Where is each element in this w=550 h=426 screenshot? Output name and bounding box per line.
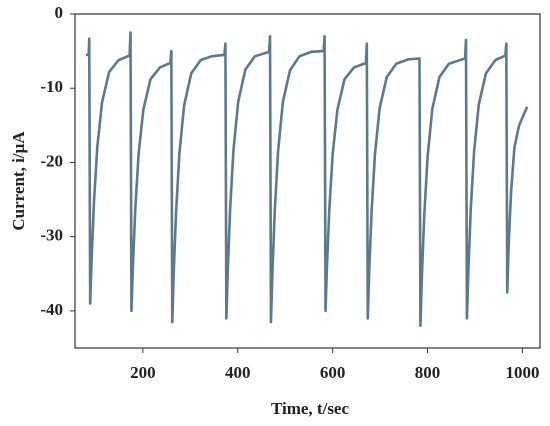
x-tick-label: 1000: [505, 363, 539, 382]
y-tick-label: -20: [40, 151, 63, 170]
x-axis-label: Time, t/sec: [271, 399, 350, 418]
y-tick-label: -10: [40, 77, 63, 96]
x-tick-label: 200: [130, 363, 156, 382]
y-tick-label: -40: [40, 300, 63, 319]
y-tick-label: -30: [40, 226, 63, 245]
data-line: [85, 31, 529, 328]
plot-frame: [74, 13, 541, 349]
x-tick-label: 400: [225, 363, 251, 382]
x-tick-label: 600: [320, 363, 346, 382]
y-tick-label: 0: [55, 3, 64, 22]
y-axis-label: Current, i/µA: [9, 131, 28, 231]
x-tick-label: 800: [415, 363, 441, 382]
